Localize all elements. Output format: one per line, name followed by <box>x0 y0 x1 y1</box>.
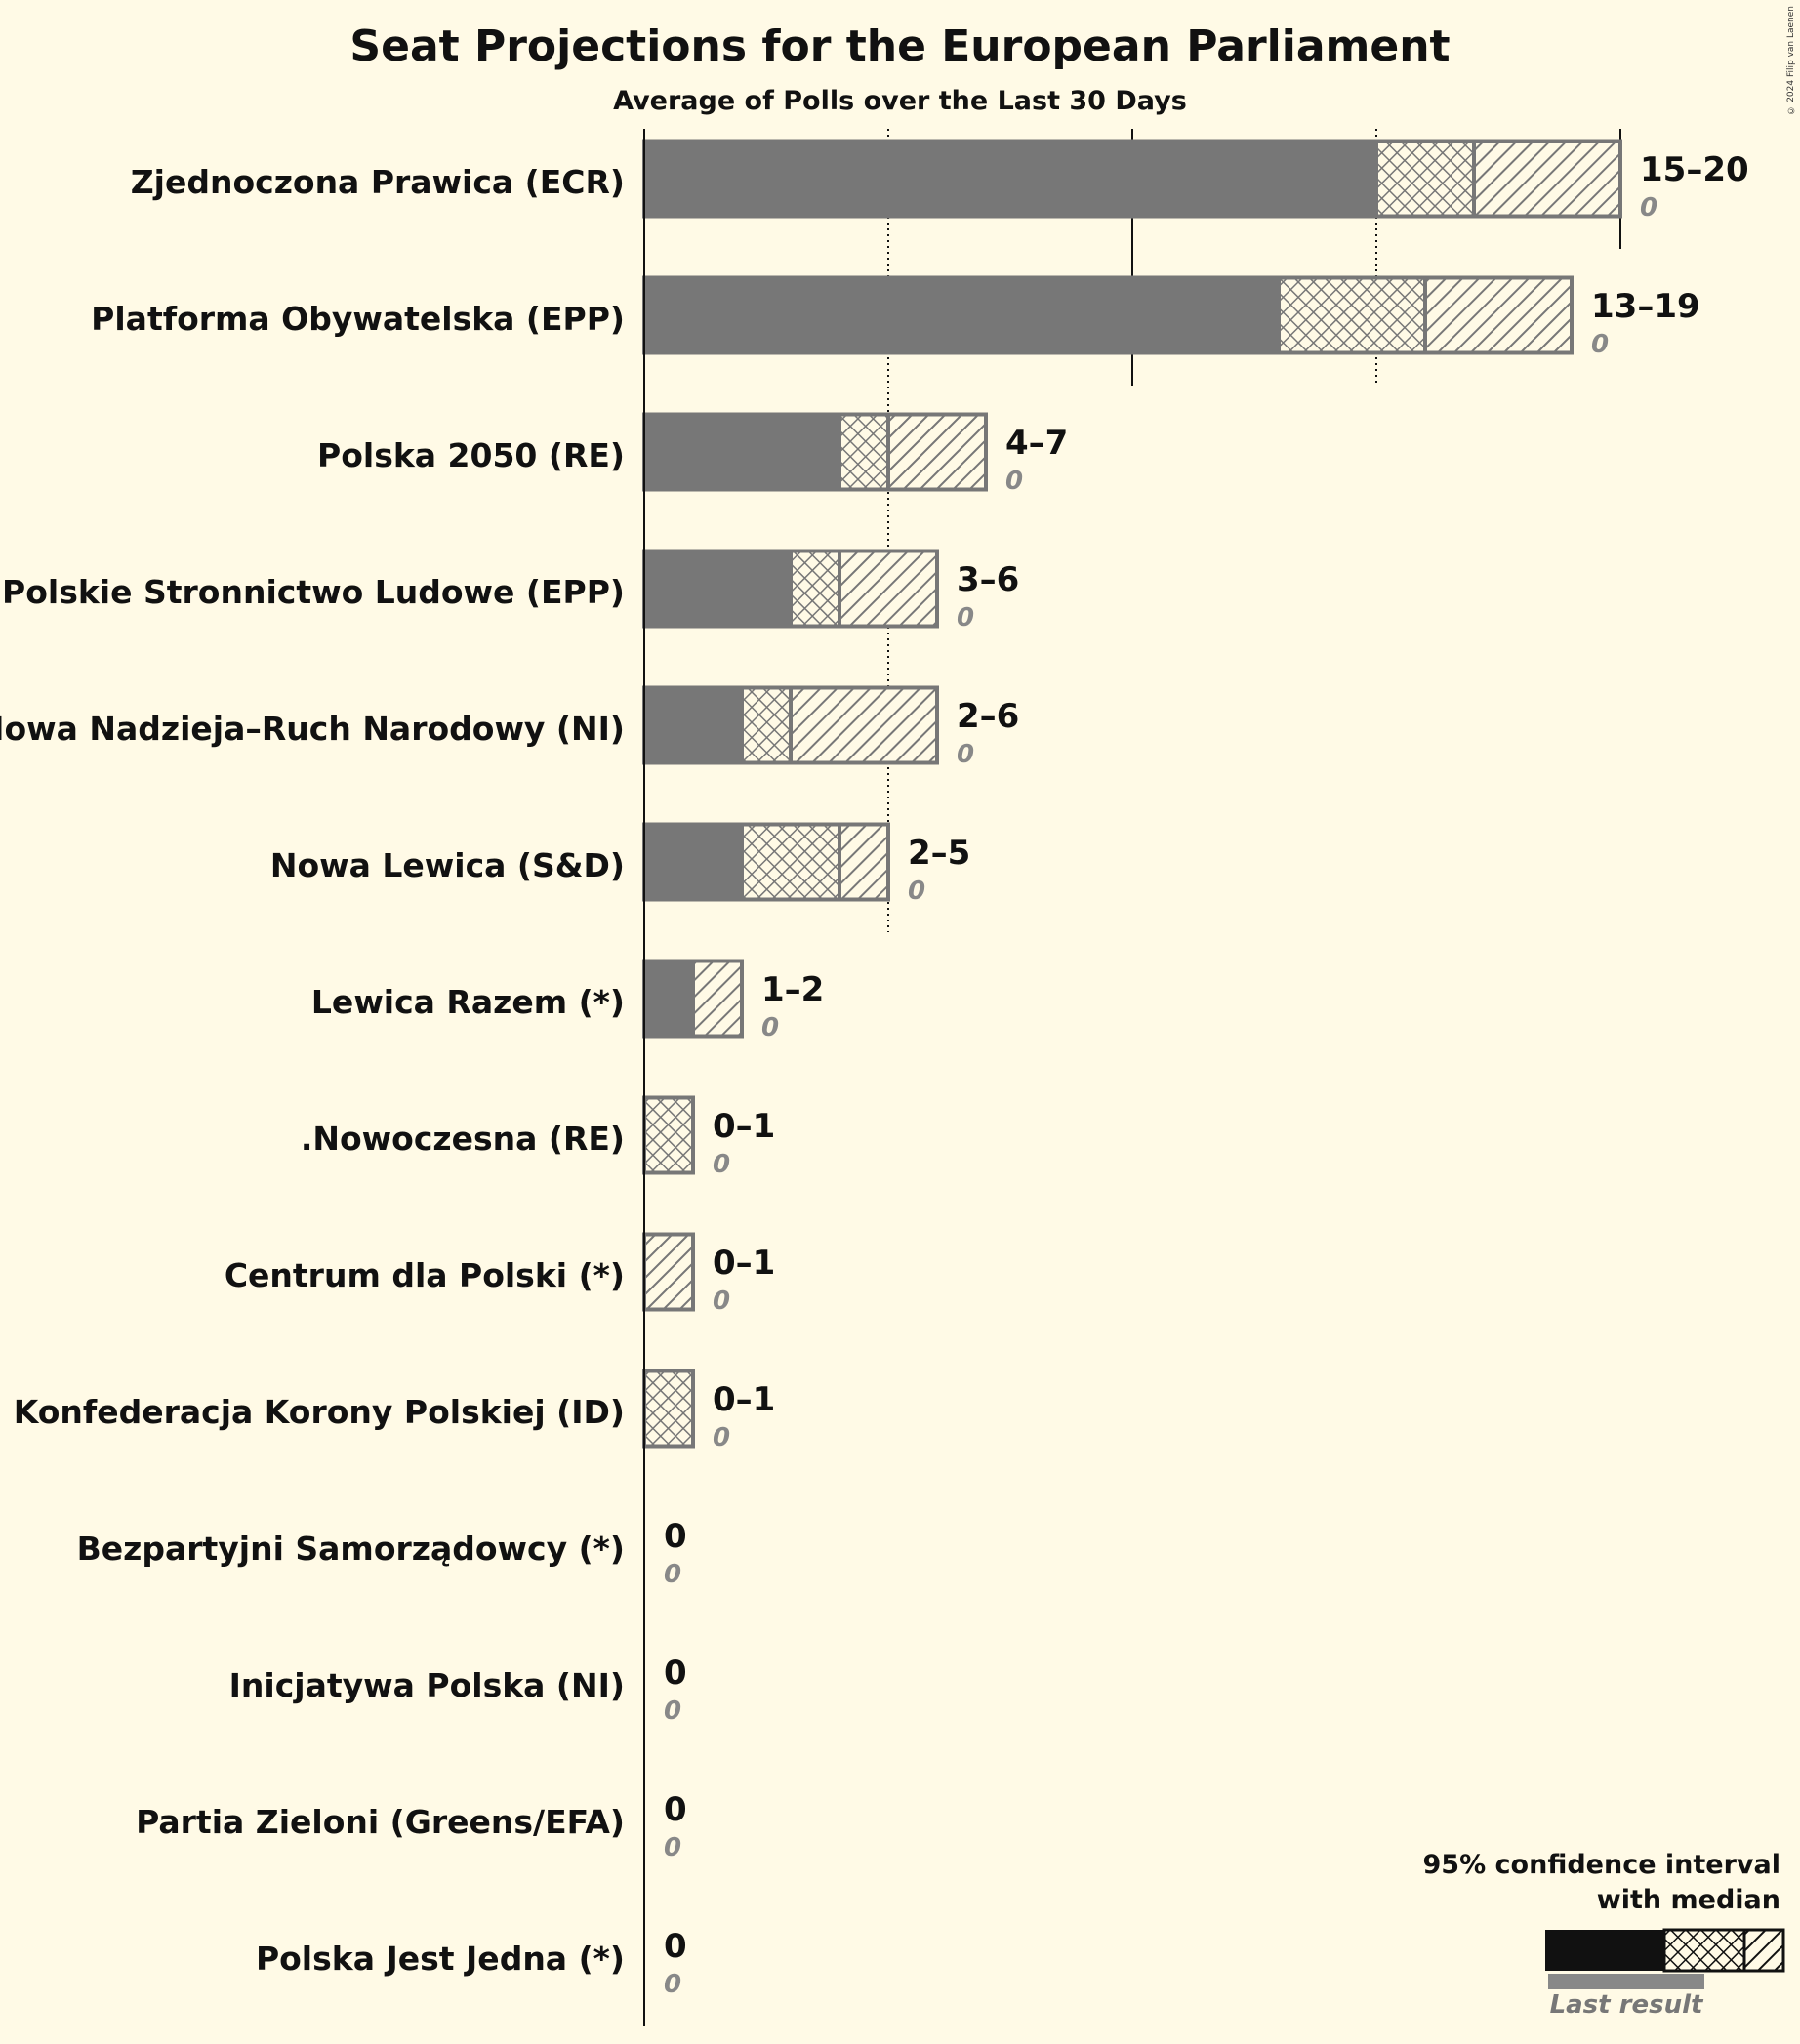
last-result-label: 0 <box>1640 193 1657 223</box>
party-row: Partia Zieloni (Greens/EFA) 0 0 <box>136 1790 687 1862</box>
range-label: 0 <box>664 1927 687 1966</box>
party-row: .Nowoczesna (RE) 0–1 0 <box>301 1095 775 1179</box>
party-row: Bezpartyjni Samorządowcy (*) 0 0 <box>77 1517 687 1589</box>
last-result-label: 0 <box>664 1833 681 1862</box>
range-label: 0–1 <box>713 1244 775 1283</box>
party-row: Lewica Razem (*) 1–2 0 <box>311 959 824 1042</box>
bar-ci-lower <box>740 822 841 902</box>
range-label: 3–6 <box>957 560 1019 599</box>
range-label: 0 <box>664 1790 687 1829</box>
party-row: Inicjatywa Polska (NI) 0 0 <box>229 1654 687 1726</box>
range-label: 0–1 <box>713 1380 775 1419</box>
party-label: Inicjatywa Polska (NI) <box>229 1666 625 1704</box>
bar-ci-upper <box>691 959 744 1039</box>
legend-hatch-swatch <box>1742 1928 1785 1973</box>
legend <box>1545 1928 1785 1989</box>
party-row: Polska 2050 (RE) 4–7 0 <box>317 412 1068 496</box>
bar-ci-upper <box>789 685 939 765</box>
party-label: .Nowoczesna (RE) <box>301 1120 625 1158</box>
range-label: 2–6 <box>957 697 1019 736</box>
bar-solid <box>644 823 742 901</box>
party-rows: Zjednoczona Prawica (ECR) 15–200Platforma… <box>0 139 1749 1999</box>
last-result-label: 0 <box>713 1150 730 1179</box>
last-result-label: 0 <box>664 1560 681 1589</box>
last-result-label: 0 <box>664 1970 681 1999</box>
chart-title: Seat Projections for the European Parlia… <box>349 21 1451 71</box>
party-row: Platforma Obywatelska (EPP) 13–19 0 <box>91 275 1700 359</box>
party-label: Nowa Lewica (S&D) <box>270 846 625 884</box>
bar-ci-upper <box>838 549 939 629</box>
legend-last-result-swatch <box>1548 1974 1704 1989</box>
last-result-label: 0 <box>761 1013 779 1042</box>
party-label: Konfederacja Korony Polskiej (ID) <box>14 1393 625 1431</box>
bar-solid <box>644 960 693 1038</box>
party-label: Partia Zieloni (Greens/EFA) <box>136 1803 625 1841</box>
last-result-label: 0 <box>664 1697 681 1726</box>
bar-solid <box>644 140 1376 218</box>
bar-solid <box>644 550 791 628</box>
bar-ci-upper <box>1423 275 1574 355</box>
bar-ci-lower <box>642 1369 695 1449</box>
party-label: Polska Jest Jedna (*) <box>256 1940 625 1978</box>
bar-ci-lower <box>789 549 841 629</box>
legend-title: 95% confidence interval with median <box>1423 1848 1780 1918</box>
party-label: Zjednoczona Prawica (ECR) <box>131 163 625 201</box>
party-row: Zjednoczona Prawica (ECR) 15–20 0 <box>131 139 1749 223</box>
bar-solid <box>644 686 742 764</box>
bar-ci-lower <box>642 1095 695 1175</box>
chart-subtitle: Average of Polls over the Last 30 Days <box>613 86 1187 116</box>
party-row: Polskie Stronnictwo Ludowe (EPP) 3–6 0 <box>2 549 1019 633</box>
last-result-label: 0 <box>1005 467 1023 496</box>
bar-ci-lower <box>1277 275 1427 355</box>
last-result-label: 0 <box>908 877 925 906</box>
party-row: Polska Jest Jedna (*) 0 0 <box>256 1927 687 1999</box>
bar-ci-lower <box>1374 139 1476 219</box>
bar-solid <box>644 276 1279 354</box>
party-label: Lewica Razem (*) <box>311 983 625 1021</box>
last-result-label: 0 <box>713 1287 730 1316</box>
party-row: Nowa Lewica (S&D) 2–5 0 <box>270 822 970 906</box>
party-row: Nowa Nadzieja–Ruch Narodowy (NI) 2–6 0 <box>0 685 1019 769</box>
last-result-label: 0 <box>1591 330 1609 359</box>
range-label: 1–2 <box>761 970 824 1009</box>
bar-ci-lower <box>740 685 793 765</box>
party-label: Centrum dla Polski (*) <box>225 1256 625 1294</box>
party-row: Centrum dla Polski (*) 0–1 0 <box>225 1232 775 1316</box>
party-label: Nowa Nadzieja–Ruch Narodowy (NI) <box>0 710 625 748</box>
last-result-label: 0 <box>713 1423 730 1452</box>
range-label: 2–5 <box>908 834 970 873</box>
bar-ci-lower <box>838 412 890 492</box>
legend-median-label: with median <box>1596 1885 1780 1915</box>
range-label: 4–7 <box>1005 424 1068 463</box>
party-label: Bezpartyjni Samorządowcy (*) <box>77 1530 625 1568</box>
legend-last-result-label: Last result <box>1549 1990 1703 2020</box>
range-label: 0 <box>664 1654 687 1693</box>
range-label: 0 <box>664 1517 687 1556</box>
range-label: 0–1 <box>713 1107 775 1146</box>
last-result-label: 0 <box>957 603 974 633</box>
legend-solid-swatch <box>1545 1930 1664 1971</box>
party-label: Polskie Stronnictwo Ludowe (EPP) <box>2 573 625 611</box>
bar-ci-upper <box>886 412 988 492</box>
gridlines <box>887 129 1621 932</box>
range-label: 15–20 <box>1640 150 1749 189</box>
last-result-label: 0 <box>957 740 974 769</box>
bar-ci-upper <box>838 822 890 902</box>
party-row: Konfederacja Korony Polskiej (ID) 0–1 0 <box>14 1369 775 1452</box>
bar-solid <box>644 413 839 491</box>
legend-cross-swatch <box>1662 1928 1746 1973</box>
legend-ci-label: 95% confidence interval <box>1422 1850 1780 1880</box>
bar-ci-upper <box>642 1232 695 1312</box>
party-label: Platforma Obywatelska (EPP) <box>91 300 625 338</box>
party-label: Polska 2050 (RE) <box>317 436 625 474</box>
range-label: 13–19 <box>1591 287 1700 326</box>
bar-ci-upper <box>1472 139 1622 219</box>
